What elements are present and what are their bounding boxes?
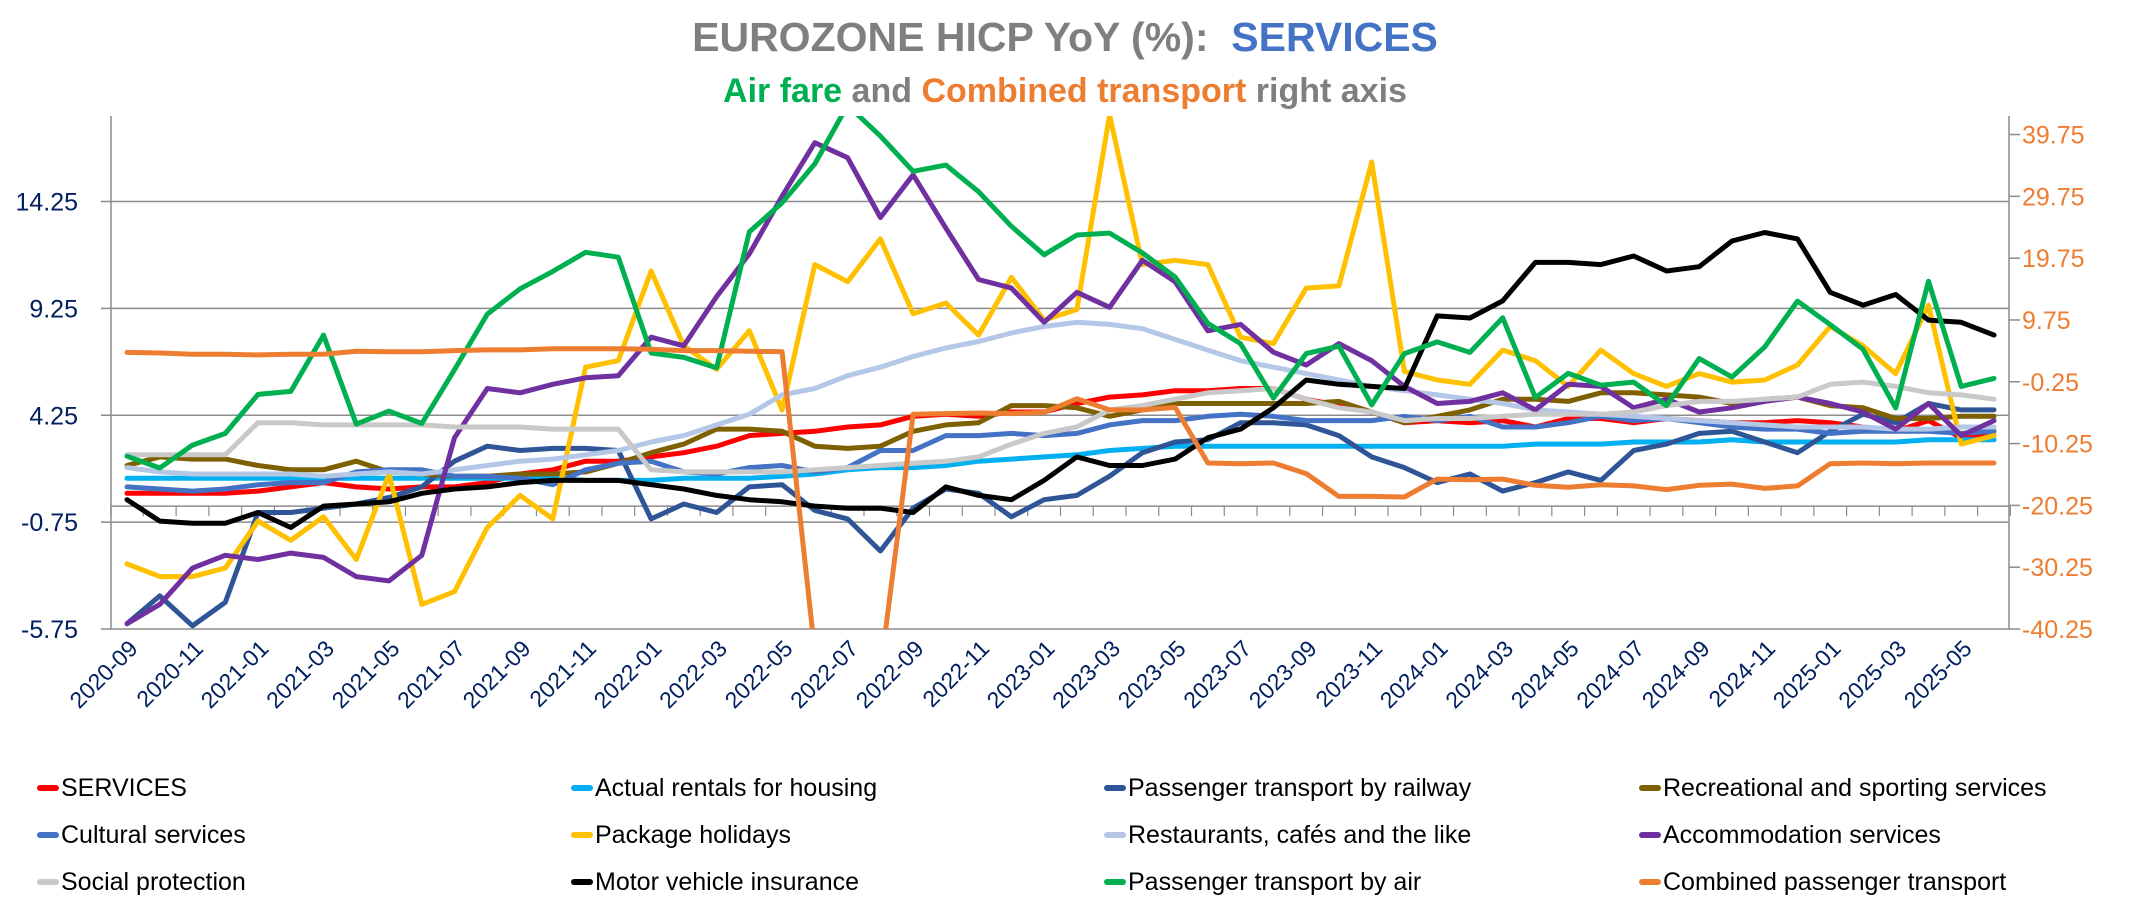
series-line-actual-rentals-for-housing xyxy=(124,437,1997,483)
legend-swatch xyxy=(571,879,593,885)
legend-swatch xyxy=(1104,879,1126,885)
legend-item: Social protection xyxy=(37,867,246,897)
legend-label: Recreational and sporting services xyxy=(1663,773,2047,802)
y-right-tick-label: 19.75 xyxy=(2022,245,2085,273)
legend-item: Cultural services xyxy=(37,820,246,850)
legend-swatch xyxy=(1639,785,1661,791)
series-line-passenger-transport-by-air xyxy=(124,116,1997,471)
legend-swatch xyxy=(571,785,593,791)
chart-title: EUROZONE HICP YoY (%): SERVICES xyxy=(0,14,2130,61)
x-tick-label: 2022-07 xyxy=(785,635,863,713)
x-tick-label: 2024-11 xyxy=(1703,635,1780,712)
legend-label: Restaurants, cafés and the like xyxy=(1128,820,1472,849)
chart-title-prefix: EUROZONE HICP YoY (%): xyxy=(692,14,1209,60)
x-tick-label: 2024-01 xyxy=(1375,635,1453,713)
x-tick-label: 2024-07 xyxy=(1571,635,1649,713)
series-line-combined-passenger-transport xyxy=(124,346,1997,629)
legend: SERVICES Actual rentals for housing Passen… xyxy=(0,766,2130,906)
legend-item: Actual rentals for housing xyxy=(571,773,877,803)
series-line-restaurants-caf-s-and-the-like xyxy=(124,319,1997,479)
series-line-package-holidays xyxy=(124,116,1997,607)
y-left-tick-label: 14.25 xyxy=(15,189,78,217)
legend-label: Social protection xyxy=(61,867,246,896)
x-tick-label: 2023-07 xyxy=(1178,635,1256,713)
legend-item: SERVICES xyxy=(37,773,187,803)
x-tick-label: 2021-01 xyxy=(195,635,273,713)
x-tick-label: 2020-09 xyxy=(64,635,142,713)
y-right-tick-label: -0.25 xyxy=(2022,369,2079,397)
legend-label: Combined passenger transport xyxy=(1663,867,2007,896)
x-tick-label: 2023-01 xyxy=(982,635,1060,713)
legend-item: Motor vehicle insurance xyxy=(571,867,859,897)
chart-title-accent: SERVICES xyxy=(1231,14,1438,60)
x-tick-label: 2021-09 xyxy=(458,635,536,713)
y-right-tick-label: 9.75 xyxy=(2022,307,2071,335)
legend-swatch xyxy=(1104,832,1126,838)
x-tick-label: 2023-05 xyxy=(1113,635,1191,713)
y-right-tick-label: -40.25 xyxy=(2022,616,2093,644)
x-tick-label: 2025-01 xyxy=(1768,635,1846,713)
x-tick-label: 2021-07 xyxy=(392,635,470,713)
legend-item: Passenger transport by air xyxy=(1104,867,1421,897)
x-tick-label: 2024-05 xyxy=(1506,635,1584,713)
legend-item: Accommodation services xyxy=(1639,820,1941,850)
legend-label: Package holidays xyxy=(595,820,791,849)
y-right-tick-label: -30.25 xyxy=(2022,554,2093,582)
y-left-tick-label: 4.25 xyxy=(29,402,78,430)
x-tick-label: 2024-03 xyxy=(1440,635,1518,713)
subtitle-right-axis: right axis xyxy=(1246,72,1407,110)
legend-item: Recreational and sporting services xyxy=(1639,773,2047,803)
legend-swatch xyxy=(37,832,59,838)
x-tick-label: 2022-09 xyxy=(851,635,929,713)
x-tick-label: 2023-03 xyxy=(1047,635,1125,713)
legend-item: Passenger transport by railway xyxy=(1104,773,1471,803)
x-tick-label: 2022-03 xyxy=(654,635,732,713)
y-left-tick-label: -0.75 xyxy=(21,509,78,537)
x-tick-label: 2020-11 xyxy=(131,635,208,712)
subtitle-air-fare: Air fare xyxy=(723,72,843,110)
series-line-motor-vehicle-insurance xyxy=(124,230,1997,530)
y-right-tick-label: -10.25 xyxy=(2022,431,2093,459)
x-tick-label: 2023-11 xyxy=(1310,635,1387,712)
x-tick-label: 2022-01 xyxy=(589,635,667,713)
legend-label: Passenger transport by air xyxy=(1128,867,1422,896)
legend-swatch xyxy=(1639,879,1661,885)
x-tick-label: 2025-05 xyxy=(1899,635,1977,713)
subtitle-combined-transport: Combined transport xyxy=(921,72,1247,110)
line-chart: 14.25 9.25 4.25 -0.75 -5.75 39.75 29.75 19.75 9.… xyxy=(15,116,2093,713)
y-left-tick-label: 9.25 xyxy=(29,295,78,323)
series-line-social-protection xyxy=(124,379,1997,475)
legend-label: Cultural services xyxy=(61,820,246,849)
x-tick-label: 2021-05 xyxy=(326,635,404,713)
y-right-tick-label: 29.75 xyxy=(2022,183,2085,211)
legend-label: Actual rentals for housing xyxy=(595,773,878,802)
legend-swatch xyxy=(571,832,593,838)
x-tick-label: 2021-11 xyxy=(524,635,601,712)
x-tick-label: 2023-09 xyxy=(1244,635,1322,713)
legend-label: Motor vehicle insurance xyxy=(595,867,860,896)
subtitle-and: and xyxy=(842,72,922,110)
legend-swatch xyxy=(37,785,59,791)
x-tick-label: 2025-03 xyxy=(1833,635,1911,713)
legend-swatch xyxy=(37,879,59,885)
legend-item: Package holidays xyxy=(571,820,791,850)
y-left-tick-label: -5.75 xyxy=(21,616,78,644)
legend-label: SERVICES xyxy=(61,773,187,802)
y-right-tick-label: 39.75 xyxy=(2022,122,2085,150)
chart-subtitle: Air fare and Combined transport right ax… xyxy=(0,72,2130,111)
x-tick-label: 2021-03 xyxy=(261,635,339,713)
legend-label: Accommodation services xyxy=(1663,820,1941,849)
legend-swatch xyxy=(1104,785,1126,791)
legend-item: Restaurants, cafés and the like xyxy=(1104,820,1471,850)
legend-item: Combined passenger transport xyxy=(1639,867,2006,897)
x-tick-label: 2024-09 xyxy=(1637,635,1715,713)
y-right-tick-label: -20.25 xyxy=(2022,492,2093,520)
x-tick-label: 2022-11 xyxy=(917,635,994,712)
legend-label: Passenger transport by railway xyxy=(1128,773,1472,802)
legend-swatch xyxy=(1639,832,1661,838)
x-tick-label: 2022-05 xyxy=(720,635,798,713)
